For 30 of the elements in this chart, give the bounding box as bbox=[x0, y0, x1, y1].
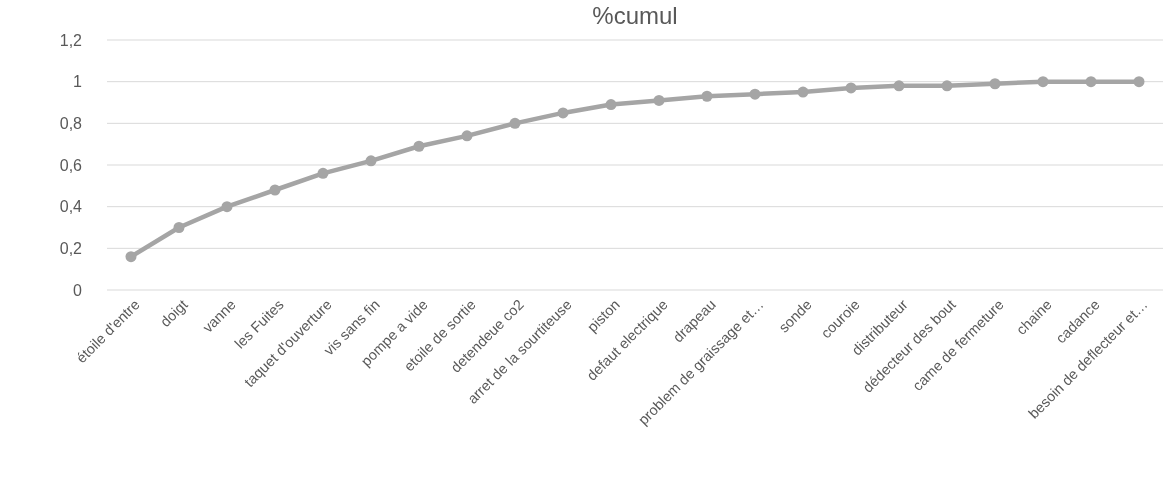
point bbox=[269, 184, 281, 196]
y-tick-label: 0,2 bbox=[59, 239, 83, 257]
point bbox=[173, 222, 185, 233]
point bbox=[317, 167, 329, 179]
point bbox=[653, 94, 665, 106]
point bbox=[1133, 76, 1145, 88]
y-tick-label: 0,6 bbox=[59, 156, 83, 174]
point bbox=[557, 107, 569, 119]
point bbox=[989, 78, 1001, 90]
point bbox=[509, 117, 521, 129]
point bbox=[605, 99, 617, 111]
point bbox=[413, 140, 425, 152]
point bbox=[749, 88, 761, 100]
point bbox=[1037, 76, 1049, 88]
point bbox=[1085, 76, 1097, 88]
y-tick-label: 0,8 bbox=[59, 114, 83, 132]
point bbox=[941, 80, 953, 92]
y-tick-label: 0,4 bbox=[59, 198, 83, 216]
y-tick-label: 1,2 bbox=[59, 31, 83, 49]
point bbox=[797, 86, 809, 98]
y-tick-label: 0 bbox=[73, 281, 83, 299]
point bbox=[461, 130, 473, 142]
chart-title: %cumul bbox=[592, 2, 678, 29]
point bbox=[701, 90, 713, 102]
point bbox=[893, 80, 905, 92]
point bbox=[221, 201, 233, 213]
point bbox=[365, 155, 377, 167]
y-tick-label: 1 bbox=[73, 73, 83, 91]
point bbox=[125, 251, 137, 263]
point bbox=[845, 82, 857, 94]
